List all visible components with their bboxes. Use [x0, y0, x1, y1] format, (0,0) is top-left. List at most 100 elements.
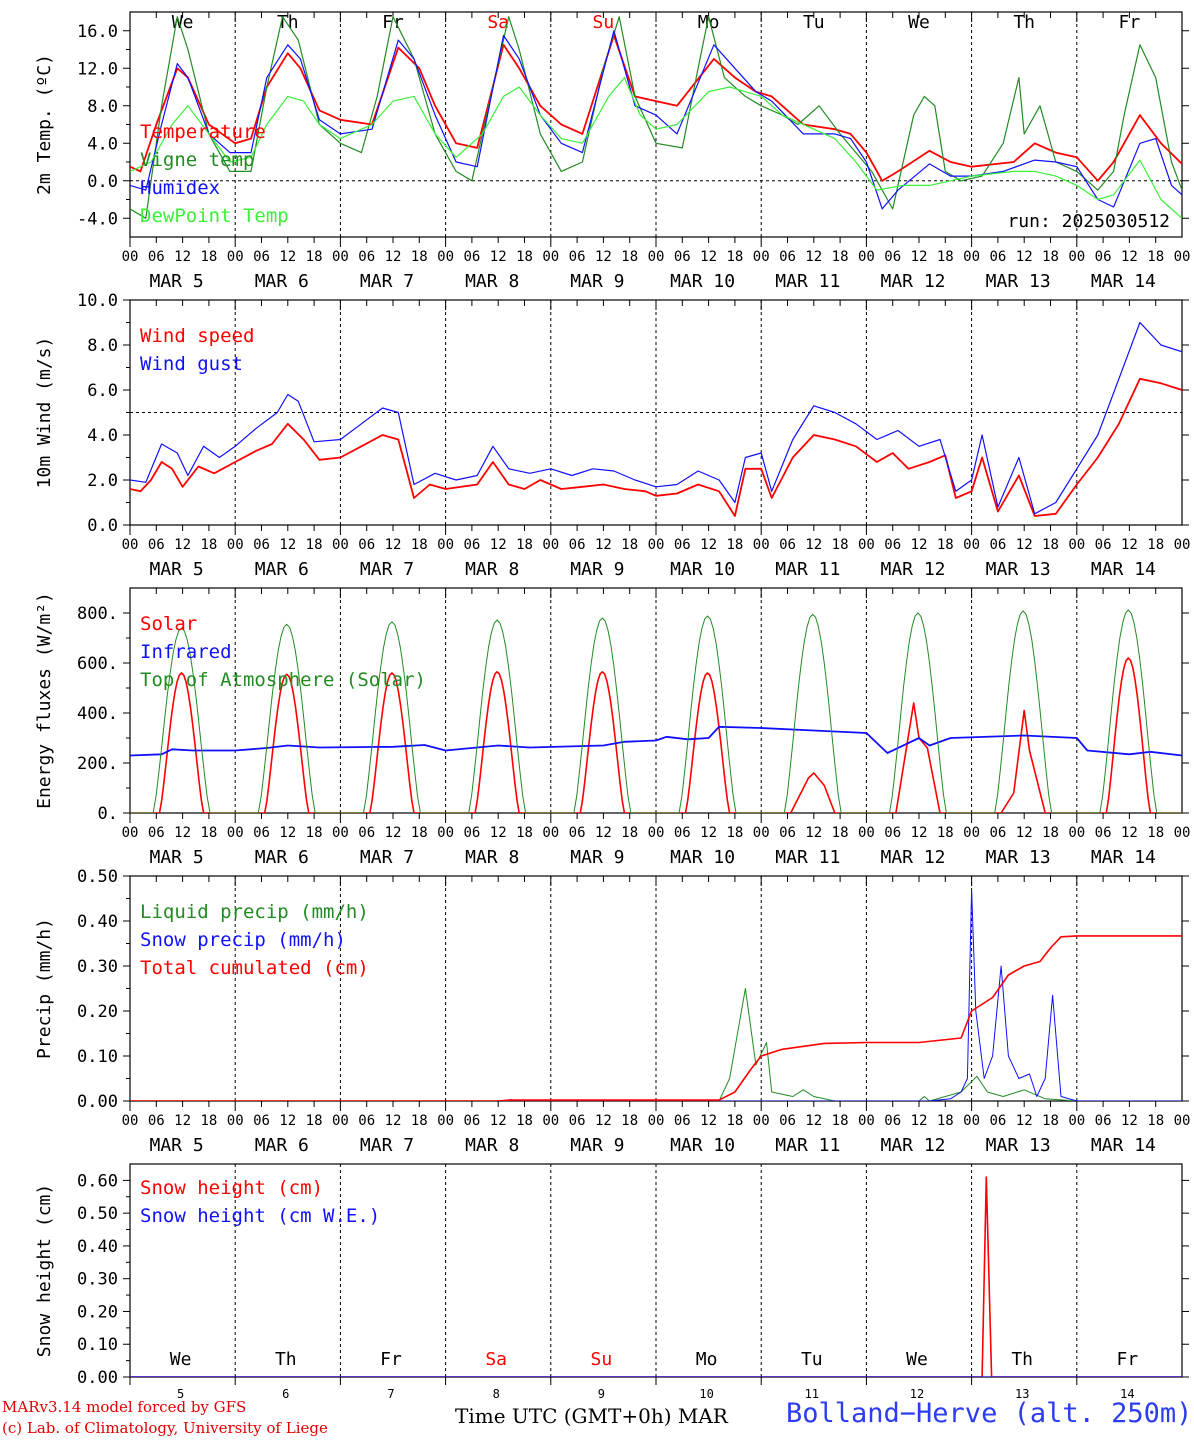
- series-line-total-cumulated-cm-: [130, 935, 1182, 1101]
- y-tick-label: 0.0: [87, 172, 118, 192]
- weekday-label: Mo: [696, 1349, 718, 1370]
- y-tick-label: 0.40: [77, 912, 118, 932]
- y-tick-label: 6.0: [87, 381, 118, 401]
- x-hour-label: 06: [1095, 537, 1112, 553]
- x-hour-label: 00: [1174, 1113, 1191, 1129]
- y-tick-label: 0.20: [77, 1302, 118, 1322]
- x-date-label: MAR 6: [255, 271, 309, 292]
- x-hour-label: 06: [253, 249, 270, 265]
- x-hour-label: 18: [621, 537, 638, 553]
- x-date-label: MAR 13: [986, 271, 1051, 292]
- x-hour-label: 06: [1095, 249, 1112, 265]
- x-hour-label: 18: [1147, 249, 1164, 265]
- x-hour-label: 06: [569, 825, 586, 841]
- x-hour-label: 18: [1042, 825, 1059, 841]
- x-date-label: MAR 5: [150, 1135, 204, 1156]
- y-tick-label: 0.00: [77, 1092, 118, 1112]
- x-date-label: 13: [1015, 1387, 1029, 1401]
- x-hour-label: 12: [911, 1113, 928, 1129]
- series-line-infrared: [130, 725, 1182, 757]
- x-hour-label: 12: [385, 1113, 402, 1129]
- x-hour-label: 00: [332, 1113, 349, 1129]
- x-hour-label: 00: [753, 825, 770, 841]
- x-hour-label: 18: [1042, 537, 1059, 553]
- x-hour-label: 06: [779, 537, 796, 553]
- x-hour-label: 00: [542, 825, 559, 841]
- x-date-label: MAR 11: [775, 1135, 840, 1156]
- series-line-wind-speed: [130, 377, 1182, 517]
- series-line-solar: [130, 657, 1182, 813]
- x-date-label: MAR 12: [880, 1135, 945, 1156]
- x-hour-label: 00: [1068, 249, 1085, 265]
- y-axis-label: Precip (mm/h): [34, 918, 55, 1059]
- x-hour-label: 12: [279, 1113, 296, 1129]
- y-tick-label: 0.: [98, 804, 118, 824]
- x-hour-label: 00: [963, 1113, 980, 1129]
- x-date-label: MAR 13: [986, 847, 1051, 868]
- x-hour-label: 18: [1147, 825, 1164, 841]
- x-hour-label: 00: [437, 1113, 454, 1129]
- x-hour-label: 00: [648, 825, 665, 841]
- series-line-liquid-precip-mm-h-: [130, 988, 1182, 1101]
- x-hour-label: 18: [306, 1113, 323, 1129]
- x-hour-label: 12: [805, 825, 822, 841]
- weekday-label: Sa: [485, 1349, 507, 1370]
- legend-entry: Wind gust: [140, 353, 243, 375]
- x-hour-label: 12: [595, 1113, 612, 1129]
- x-hour-label: 00: [332, 249, 349, 265]
- x-hour-label: 12: [279, 249, 296, 265]
- x-hour-label: 00: [1174, 825, 1191, 841]
- series-line-humidex: [130, 30, 1182, 210]
- x-hour-label: 06: [1095, 1113, 1112, 1129]
- x-date-label: MAR 7: [360, 847, 414, 868]
- x-hour-label: 00: [1068, 1113, 1085, 1129]
- x-hour-label: 18: [516, 537, 533, 553]
- legend-entry: Snow precip (mm/h): [140, 929, 346, 951]
- x-hour-label: 06: [989, 1113, 1006, 1129]
- y-tick-label: 8.0: [87, 336, 118, 356]
- x-hour-label: 18: [832, 249, 849, 265]
- x-hour-label: 06: [884, 537, 901, 553]
- x-date-label: MAR 8: [465, 559, 519, 580]
- weekday-label: Th: [1013, 12, 1035, 33]
- x-hour-label: 18: [1147, 1113, 1164, 1129]
- x-hour-label: 12: [490, 1113, 507, 1129]
- x-hour-label: 12: [805, 1113, 822, 1129]
- x-date-label: MAR 11: [775, 559, 840, 580]
- legend-entry: Infrared: [140, 641, 232, 663]
- x-hour-label: 00: [858, 249, 875, 265]
- x-hour-label: 18: [832, 1113, 849, 1129]
- x-date-label: MAR 7: [360, 559, 414, 580]
- x-hour-label: 12: [1121, 249, 1138, 265]
- x-date-label: MAR 6: [255, 559, 309, 580]
- x-hour-label: 00: [753, 249, 770, 265]
- weekday-label: Th: [277, 12, 299, 33]
- x-hour-label: 12: [1016, 249, 1033, 265]
- panel-5: 0.00 0.10 0.20 0.30 0.40 0.50 0.60 Snow height …: [34, 1163, 1189, 1401]
- x-hour-label: 00: [753, 1113, 770, 1129]
- x-hour-label: 18: [621, 825, 638, 841]
- plot-frame: [129, 587, 1183, 814]
- x-hour-label: 06: [463, 249, 480, 265]
- weekday-label: Su: [591, 1349, 613, 1370]
- weekday-label: Su: [593, 12, 615, 33]
- x-date-label: MAR 7: [360, 271, 414, 292]
- x-hour-label: 00: [963, 825, 980, 841]
- x-hour-label: 00: [542, 537, 559, 553]
- x-hour-label: 12: [1121, 825, 1138, 841]
- x-hour-label: 18: [200, 1113, 217, 1129]
- weekday-label: Mo: [698, 12, 720, 33]
- x-date-label: 12: [910, 1387, 924, 1401]
- series-line-dewpoint-temp: [130, 77, 1182, 219]
- x-date-label: MAR 8: [465, 271, 519, 292]
- y-tick-label: 0.60: [77, 1171, 118, 1191]
- x-hour-label: 00: [648, 537, 665, 553]
- x-date-label: MAR 12: [880, 847, 945, 868]
- x-hour-label: 00: [122, 537, 139, 553]
- x-hour-label: 06: [253, 537, 270, 553]
- y-tick-label: 0.20: [77, 1002, 118, 1022]
- x-hour-label: 12: [279, 825, 296, 841]
- x-hour-label: 00: [1174, 249, 1191, 265]
- x-hour-label: 00: [858, 1113, 875, 1129]
- y-tick-label: 0.30: [77, 957, 118, 977]
